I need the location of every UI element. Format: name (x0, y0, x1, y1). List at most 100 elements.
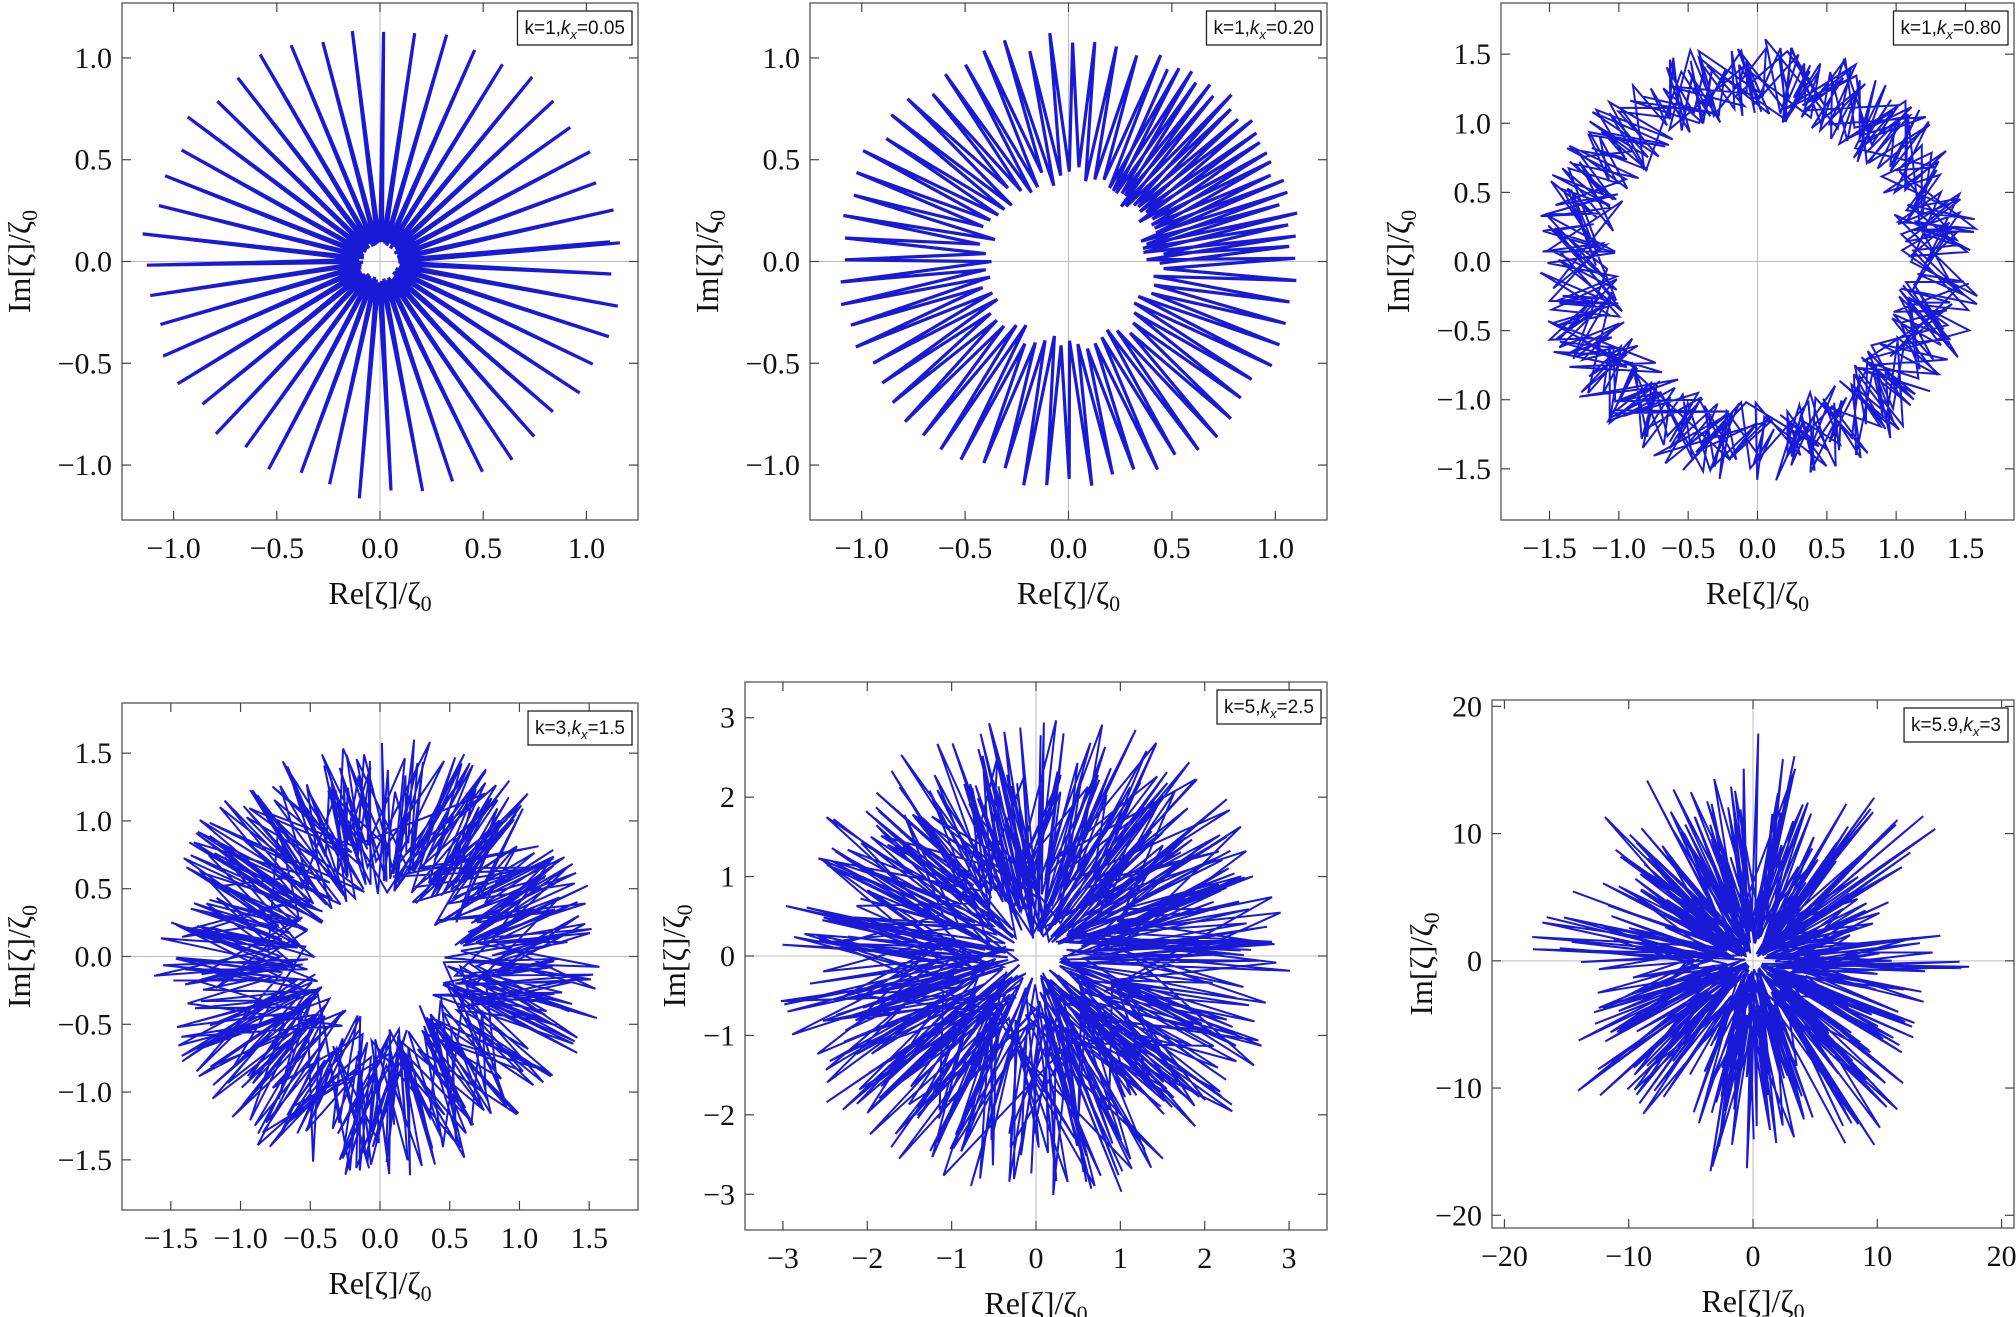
x-tick-label: −0.5 (250, 532, 304, 565)
x-axis-title-subscript: 0 (1798, 591, 1809, 616)
y-tick-label: 1.5 (1454, 38, 1492, 71)
x-tick-label: −1.0 (1592, 532, 1646, 565)
legend-box: k=3,kx=1.5 (527, 710, 633, 746)
y-tick-label: 3 (720, 702, 735, 735)
legend-sub: x (580, 727, 588, 742)
legend-label: k=3,kx=1.5 (535, 718, 625, 742)
legend-var: k (571, 718, 582, 739)
series-line (1539, 38, 1979, 481)
x-tick-label: 1.0 (501, 1222, 539, 1255)
legend-prefix: k=5, (1224, 697, 1260, 718)
x-tick-label: 0.0 (361, 1222, 399, 1255)
y-axis-title-text: Im[ζ]/ζ (1380, 221, 1416, 313)
x-axis-title: Re[ζ]/ζ0 (1017, 575, 1120, 616)
legend-prefix: k=1, (1900, 18, 1936, 39)
y-tick-label: −10 (1435, 1072, 1482, 1105)
legend-suffix: =0.05 (577, 18, 625, 39)
series-line (153, 739, 600, 1176)
x-tick-label: 0 (1746, 1240, 1761, 1273)
chart-panel-3: −1.5 −1.0 −0.5 0.0 0.5 1.0 1.5 −1.5 −1.0 −0.5 0.0 0… (1380, 2, 2015, 616)
x-tick-label: 2 (1197, 1242, 1212, 1275)
legend-prefix: k=1, (1213, 18, 1249, 39)
legend-sub: x (1945, 27, 1953, 42)
x-tick-label: 1.0 (568, 532, 606, 565)
y-tick-label: 0.0 (763, 246, 801, 279)
series-line (840, 32, 1298, 486)
y-tick-label: 0 (720, 940, 735, 973)
y-tick-label: 0.5 (763, 144, 801, 177)
legend-frame (1903, 707, 2009, 743)
y-tick-label: −3 (703, 1178, 735, 1211)
y-tick-label: −1.0 (58, 449, 112, 482)
y-tick-label: −20 (1435, 1199, 1482, 1232)
y-axis-title-text: Im[ζ]/ζ (1403, 923, 1439, 1015)
legend-frame (527, 710, 633, 746)
x-tick-label: 1.5 (1947, 532, 1985, 565)
x-tick-label: −2 (851, 1242, 883, 1275)
y-tick-label: 20 (1452, 690, 1482, 723)
legend-frame (1216, 689, 1322, 725)
legend-label: k=5.9,kx=3 (1911, 715, 2001, 739)
y-tick-label: −2 (703, 1099, 735, 1132)
y-axis-title: Im[ζ]/ζ0 (656, 904, 697, 1007)
legend-sub: x (1972, 724, 1980, 739)
legend-frame (1205, 10, 1322, 46)
y-tick-label: 0.0 (75, 941, 113, 974)
y-tick-label: −1.0 (1437, 384, 1491, 417)
y-tick-label: −1.5 (58, 1144, 112, 1177)
legend-suffix: =2.5 (1276, 697, 1314, 718)
x-tick-label: 0.0 (361, 532, 399, 565)
x-tick-label: 1 (1113, 1242, 1128, 1275)
y-tick-label: 1.5 (75, 737, 113, 770)
y-tick-label: 1.0 (763, 42, 801, 75)
x-tick-label: 0.0 (1739, 532, 1777, 565)
y-tick-label: −0.5 (1437, 315, 1491, 348)
y-tick-label: −0.5 (746, 347, 800, 380)
y-tick-label: 1.0 (75, 42, 113, 75)
y-tick-label: 1 (720, 861, 735, 894)
y-axis-title: Im[ζ]/ζ0 (1403, 912, 1444, 1015)
legend-box: k=1,kx=0.20 (1205, 10, 1322, 46)
legend-prefix: k=5.9, (1911, 715, 1963, 736)
x-tick-label: −1.0 (213, 1222, 267, 1255)
y-axis-title-text: Im[ζ]/ζ (656, 915, 692, 1007)
x-axis-title: Re[ζ]/ζ0 (984, 1285, 1087, 1317)
x-tick-label: 0.5 (1153, 532, 1191, 565)
series-line (780, 720, 1291, 1196)
x-tick-label: 0 (1029, 1242, 1044, 1275)
x-tick-label: 0.5 (464, 532, 502, 565)
y-tick-label: 0.0 (1454, 246, 1492, 279)
legend-prefix: k=1, (524, 18, 560, 39)
y-tick-label: −0.5 (58, 1008, 112, 1041)
legend-var: k (1250, 18, 1261, 39)
x-tick-label: 10 (1862, 1240, 1892, 1273)
x-tick-label: 1.0 (1877, 532, 1915, 565)
y-tick-label: 0 (1467, 945, 1482, 978)
x-tick-label: −1.0 (146, 532, 200, 565)
y-tick-label: 10 (1452, 818, 1482, 851)
x-tick-label: 20 (1987, 1240, 2016, 1273)
legend-var: k (1963, 715, 1974, 736)
legend-sub: x (1258, 27, 1266, 42)
x-tick-label: −1.0 (834, 532, 888, 565)
legend-suffix: =1.5 (587, 718, 625, 739)
x-tick-label: −1.5 (1522, 532, 1576, 565)
x-tick-label: −20 (1481, 1240, 1528, 1273)
x-tick-label: 0.5 (1808, 532, 1846, 565)
y-tick-label: 0.5 (75, 873, 113, 906)
y-tick-label: 1.0 (75, 805, 113, 838)
x-tick-label: 1.5 (570, 1222, 608, 1255)
y-axis-title-text: Im[ζ]/ζ (1, 221, 37, 313)
series-line (1532, 733, 1970, 1172)
x-axis-title: Re[ζ]/ζ0 (328, 1265, 431, 1306)
chart-panel-5: −3 −2 −1 0 1 2 3−3−2−10123Re[ζ]/ζ0Im[ζ]/ζ0k=5,… (656, 681, 1328, 1317)
x-axis-title-text: Re[ζ]/ζ (1706, 575, 1798, 611)
legend-label: k=1,kx=0.80 (1900, 18, 2001, 42)
legend-box: k=1,kx=0.05 (516, 10, 633, 46)
legend-label: k=1,kx=0.05 (524, 18, 625, 42)
x-axis-title-subscript: 0 (1794, 1299, 1805, 1317)
y-tick-label: −1.0 (746, 449, 800, 482)
y-axis-title: Im[ζ]/ζ0 (1, 210, 42, 313)
x-axis-title-text: Re[ζ]/ζ (1017, 575, 1109, 611)
